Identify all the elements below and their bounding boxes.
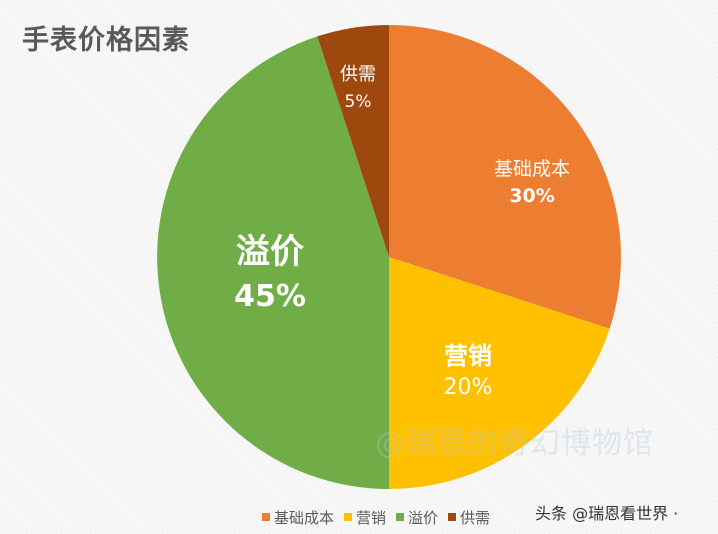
legend-item-supply-demand: 供需 [448, 507, 490, 528]
label-base-cost-value: 30% [509, 184, 555, 207]
slice-supply-demand [317, 25, 389, 257]
label-premium: 溢价 45% [210, 232, 330, 315]
legend-label: 供需 [460, 508, 491, 527]
legend-label: 溢价 [408, 508, 439, 527]
label-supply-demand-value: 5% [344, 91, 372, 112]
legend-swatch-icon [396, 513, 405, 521]
label-supply-demand: 供需 5% [328, 64, 388, 112]
legend-item-base-cost: 基础成本 [262, 507, 334, 528]
legend-label: 基础成本 [274, 508, 335, 527]
legend-swatch-icon [344, 513, 353, 521]
label-base-cost-name: 基础成本 [493, 158, 570, 180]
watermark: @瑞恩的奇幻博物馆 [375, 426, 654, 461]
legend: 基础成本 营销 溢价 供需 [262, 504, 490, 530]
legend-item-premium: 溢价 [396, 507, 438, 528]
label-premium-value: 45% [234, 278, 306, 314]
slice-marketing [389, 257, 610, 489]
legend-swatch-icon [262, 513, 270, 521]
slice-base-cost [389, 25, 621, 329]
label-marketing-name: 营销 [444, 342, 492, 370]
legend-label: 营销 [356, 508, 387, 527]
slice-premium [157, 36, 389, 490]
label-marketing: 营销 20% [418, 342, 518, 401]
legend-swatch-icon [448, 513, 457, 521]
label-marketing-value: 20% [443, 374, 493, 400]
label-premium-name: 溢价 [236, 232, 304, 272]
legend-item-marketing: 营销 [344, 507, 386, 528]
chart-title: 手表价格因素 [22, 25, 190, 56]
source-credit: 头条 @瑞恩看世界 · [535, 504, 679, 523]
label-supply-demand-name: 供需 [340, 64, 376, 85]
label-base-cost: 基础成本 30% [462, 158, 602, 208]
